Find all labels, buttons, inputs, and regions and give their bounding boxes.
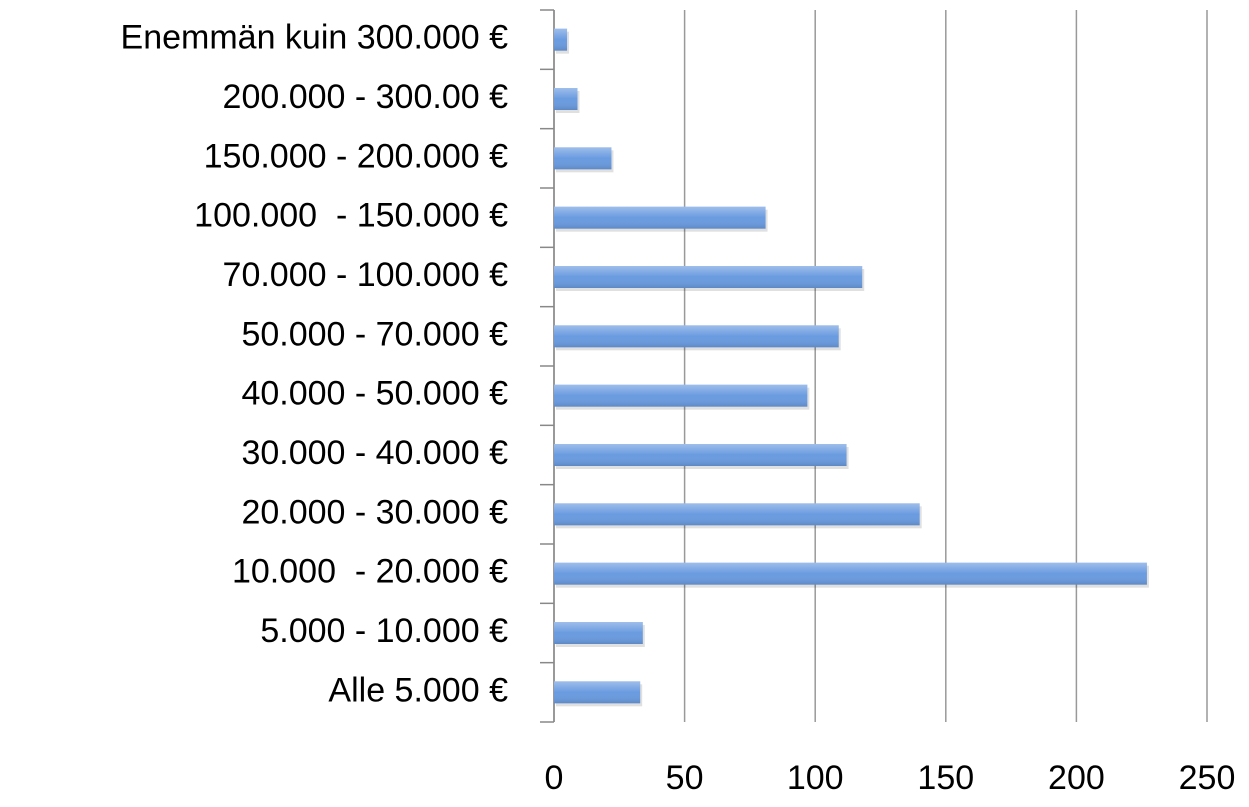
bar-shine — [554, 444, 847, 466]
bar-shine — [554, 28, 568, 51]
y-tick-label: 10.000 - 20.000 € — [232, 553, 508, 591]
bar-shine — [554, 88, 578, 110]
bar-shine — [554, 622, 643, 644]
x-tick-label: 150 — [917, 759, 974, 797]
bar-shine — [554, 384, 808, 407]
y-tick-label: 5.000 - 10.000 € — [260, 612, 508, 650]
y-tick-label: 200.000 - 300.00 € — [223, 78, 509, 116]
x-tick-label: 50 — [666, 759, 704, 797]
bar-shine — [554, 206, 766, 229]
y-tick-label: Alle 5.000 € — [328, 671, 508, 709]
y-tick-label: 50.000 - 70.000 € — [241, 315, 508, 353]
x-tick-label: 250 — [1179, 759, 1236, 797]
y-tick-label: 20.000 - 30.000 € — [241, 493, 508, 531]
y-tick-label: 150.000 - 200.000 € — [204, 137, 508, 175]
bar-shine — [554, 147, 612, 170]
bar-shine — [554, 681, 641, 704]
bar-shine — [554, 503, 920, 526]
x-tick-label: 100 — [787, 759, 844, 797]
x-tick-label: 200 — [1048, 759, 1105, 797]
bar-shine — [554, 266, 863, 288]
x-tick-label: 0 — [545, 759, 564, 797]
bar-shine — [554, 325, 839, 348]
y-tick-label: 40.000 - 50.000 € — [241, 375, 508, 413]
y-tick-label: Enemmän kuin 300.000 € — [121, 19, 509, 57]
y-tick-label: 30.000 - 40.000 € — [241, 434, 508, 472]
y-tick-label: 70.000 - 100.000 € — [223, 256, 509, 294]
y-tick-label: 100.000 - 150.000 € — [194, 197, 508, 235]
bar-shine — [554, 562, 1147, 585]
